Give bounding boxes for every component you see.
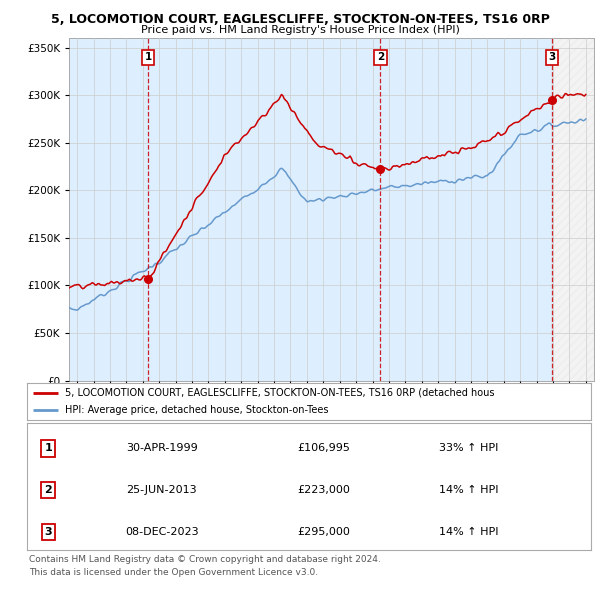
Text: 08-DEC-2023: 08-DEC-2023 bbox=[126, 527, 199, 537]
Text: 33% ↑ HPI: 33% ↑ HPI bbox=[439, 444, 498, 453]
Bar bbox=[380, 38, 552, 381]
Text: 25-JUN-2013: 25-JUN-2013 bbox=[126, 485, 196, 495]
Text: 5, LOCOMOTION COURT, EAGLESCLIFFE, STOCKTON-ON-TEES, TS16 0RP: 5, LOCOMOTION COURT, EAGLESCLIFFE, STOCK… bbox=[50, 13, 550, 26]
Text: 2: 2 bbox=[44, 485, 52, 495]
Text: 14% ↑ HPI: 14% ↑ HPI bbox=[439, 485, 498, 495]
Text: 3: 3 bbox=[44, 527, 52, 537]
Text: Contains HM Land Registry data © Crown copyright and database right 2024.: Contains HM Land Registry data © Crown c… bbox=[29, 555, 380, 563]
Text: This data is licensed under the Open Government Licence v3.0.: This data is licensed under the Open Gov… bbox=[29, 568, 318, 576]
Text: 3: 3 bbox=[548, 52, 556, 62]
Text: £106,995: £106,995 bbox=[298, 444, 350, 453]
Bar bbox=[69, 38, 148, 381]
Text: 14% ↑ HPI: 14% ↑ HPI bbox=[439, 527, 498, 537]
Text: HPI: Average price, detached house, Stockton-on-Tees: HPI: Average price, detached house, Stoc… bbox=[65, 405, 329, 415]
Text: Price paid vs. HM Land Registry's House Price Index (HPI): Price paid vs. HM Land Registry's House … bbox=[140, 25, 460, 35]
Bar bbox=[148, 38, 380, 381]
Text: 5, LOCOMOTION COURT, EAGLESCLIFFE, STOCKTON-ON-TEES, TS16 0RP (detached hous: 5, LOCOMOTION COURT, EAGLESCLIFFE, STOCK… bbox=[65, 388, 495, 398]
Text: £295,000: £295,000 bbox=[298, 527, 350, 537]
Text: 1: 1 bbox=[145, 52, 152, 62]
Text: £223,000: £223,000 bbox=[298, 485, 350, 495]
Text: 1: 1 bbox=[44, 444, 52, 453]
Text: 2: 2 bbox=[377, 52, 384, 62]
Bar bbox=[552, 38, 594, 381]
Text: 30-APR-1999: 30-APR-1999 bbox=[126, 444, 197, 453]
